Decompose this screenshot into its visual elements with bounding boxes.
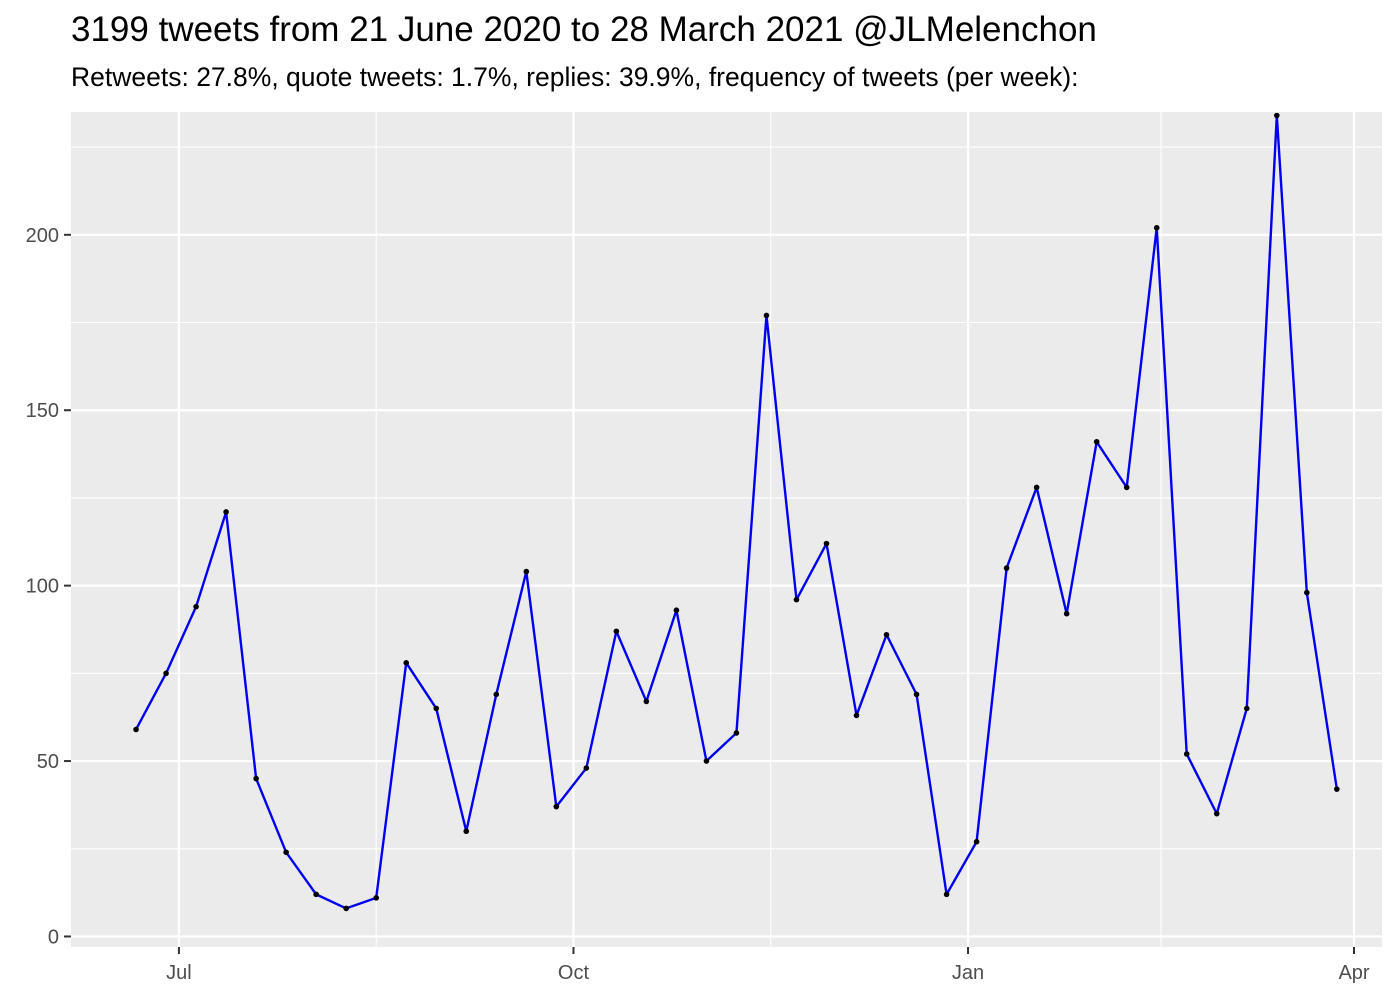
grid-major (71, 112, 1382, 947)
data-point (583, 765, 590, 771)
plot-panel (71, 112, 1382, 947)
data-point (793, 596, 800, 603)
data-point (1334, 786, 1340, 792)
axis-layer: 0 50 100 150 200 Jul Oct Jan Apr (26, 225, 1370, 984)
data-point (763, 312, 770, 319)
y-tick-label: 200 (26, 225, 59, 247)
data-point (823, 540, 830, 547)
data-point (1063, 610, 1070, 617)
y-tick-label: 0 (48, 926, 59, 948)
data-point (853, 712, 860, 719)
y-tick-label: 50 (37, 751, 59, 773)
data-point (1033, 484, 1040, 491)
data-point (1304, 589, 1310, 596)
data-point (433, 705, 440, 712)
x-tick-label: Jan (952, 962, 984, 984)
data-point (133, 726, 139, 733)
x-tick-label: Oct (558, 962, 590, 984)
data-point (1123, 484, 1130, 491)
data-point (313, 891, 319, 898)
y-tick-label: 150 (26, 400, 59, 422)
data-point (493, 691, 500, 698)
grid-minor (71, 112, 1382, 947)
chart-title: 3199 tweets from 21 June 2020 to 28 Marc… (71, 10, 1097, 49)
data-point (373, 895, 380, 901)
series-layer (133, 112, 1340, 912)
data-point (553, 803, 560, 810)
data-point (523, 568, 530, 575)
data-point (613, 628, 620, 635)
data-point (913, 691, 920, 698)
data-point (883, 631, 890, 638)
data-point (733, 730, 740, 736)
data-point (1183, 751, 1190, 757)
y-tick-label: 100 (26, 576, 59, 598)
chart-subtitle: Retweets: 27.8%, quote tweets: 1.7%, rep… (71, 62, 1079, 92)
data-point (643, 698, 650, 705)
data-point (343, 905, 349, 912)
data-point (973, 838, 980, 845)
data-point (253, 775, 259, 782)
data-point (463, 828, 470, 835)
x-tick-label: Apr (1338, 962, 1369, 984)
data-point (163, 670, 169, 677)
data-point (1213, 810, 1220, 817)
data-point (1274, 112, 1280, 119)
data-point (1093, 438, 1100, 445)
data-point (1243, 705, 1250, 712)
data-point (673, 607, 680, 613)
x-tick-label: Jul (166, 962, 192, 984)
data-point (283, 849, 289, 856)
data-point (223, 509, 229, 515)
data-point (1003, 565, 1010, 571)
data-point (403, 660, 410, 666)
data-point (1153, 224, 1160, 231)
data-point (703, 758, 710, 764)
data-point (193, 603, 199, 610)
data-point (943, 891, 950, 898)
